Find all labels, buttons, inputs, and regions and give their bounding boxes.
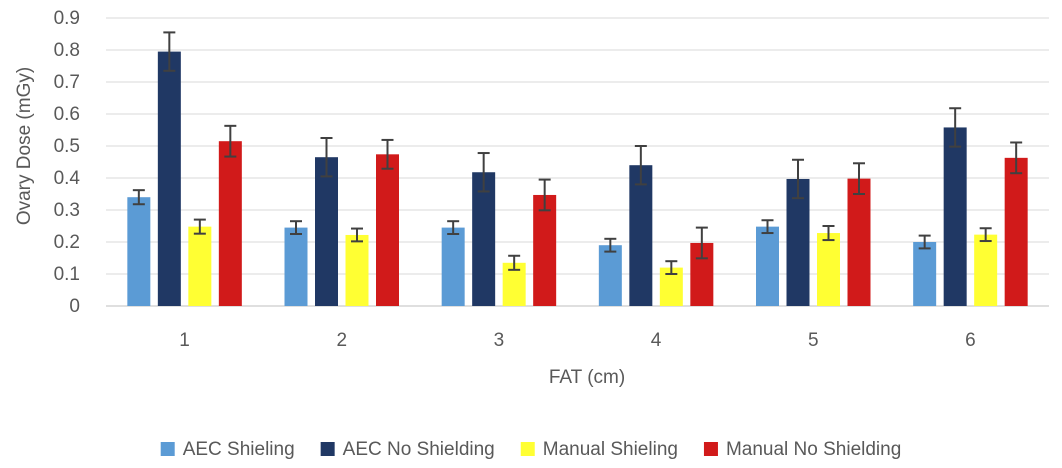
bar xyxy=(345,234,369,306)
bar xyxy=(629,165,653,306)
legend-label: Manual No Shielding xyxy=(726,439,901,460)
legend-label: Manual Shieling xyxy=(543,439,678,460)
y-tick-label: 0.7 xyxy=(54,72,80,93)
y-axis-title: Ovary Dose (mGy) xyxy=(14,67,35,225)
legend-label: AEC No Shielding xyxy=(343,439,495,460)
bar xyxy=(502,262,526,306)
bar xyxy=(756,226,779,306)
bar xyxy=(441,227,465,306)
y-tick-label: 0.9 xyxy=(54,8,80,29)
legend-swatch xyxy=(160,442,175,456)
y-tick-label: 0.2 xyxy=(54,232,80,253)
x-tick-label: 1 xyxy=(179,330,190,351)
x-tick-label: 4 xyxy=(651,330,662,351)
bar xyxy=(315,157,338,306)
bar xyxy=(188,226,212,306)
x-tick-label: 3 xyxy=(494,330,505,351)
y-axis-ticks: 0 0.1 0.2 0.3 0.4 0.5 0.6 0.7 0.8 0.9 xyxy=(54,8,81,317)
x-axis-title: FAT (cm) xyxy=(549,367,625,388)
bar xyxy=(284,227,308,306)
y-tick-label: 0.1 xyxy=(54,264,80,285)
bar xyxy=(598,245,622,306)
y-tick-label: 0.4 xyxy=(54,168,81,189)
gridlines xyxy=(106,17,1049,307)
y-tick-label: 0 xyxy=(69,296,80,317)
legend-item[interactable]: Manual Shieling xyxy=(520,439,678,460)
x-tick-label: 5 xyxy=(808,330,819,351)
y-tick-label: 0.5 xyxy=(54,136,80,157)
bar xyxy=(786,178,810,306)
bar xyxy=(533,194,557,306)
y-tick-label: 0.3 xyxy=(54,200,80,221)
bar xyxy=(157,51,181,306)
legend-item[interactable]: AEC Shieling xyxy=(160,439,295,460)
bar xyxy=(659,267,683,306)
bar xyxy=(472,172,496,306)
legend-swatch xyxy=(520,442,535,456)
y-tick-label: 0.6 xyxy=(54,104,80,125)
bar xyxy=(913,242,937,306)
bar xyxy=(218,141,242,306)
bar xyxy=(817,233,840,306)
bar xyxy=(847,178,871,306)
bar xyxy=(974,234,998,306)
legend-swatch xyxy=(703,442,718,456)
legend-item[interactable]: AEC No Shielding xyxy=(320,439,495,460)
error-bars xyxy=(132,31,1023,275)
legend-label: AEC Shieling xyxy=(183,439,295,460)
bar xyxy=(943,127,967,306)
x-axis-ticks: 1 2 3 4 5 6 xyxy=(179,330,975,351)
legend-item[interactable]: Manual No Shielding xyxy=(703,439,901,460)
bars xyxy=(127,51,1028,306)
x-tick-label: 6 xyxy=(965,330,976,351)
y-tick-label: 0.8 xyxy=(54,40,80,61)
bar xyxy=(376,154,399,306)
legend-swatch xyxy=(320,442,335,456)
legend[interactable]: AEC Shieling AEC No Shielding Manual Shiel… xyxy=(160,439,902,460)
bar xyxy=(1004,157,1028,306)
bar xyxy=(127,197,151,306)
x-tick-label: 2 xyxy=(336,330,347,351)
